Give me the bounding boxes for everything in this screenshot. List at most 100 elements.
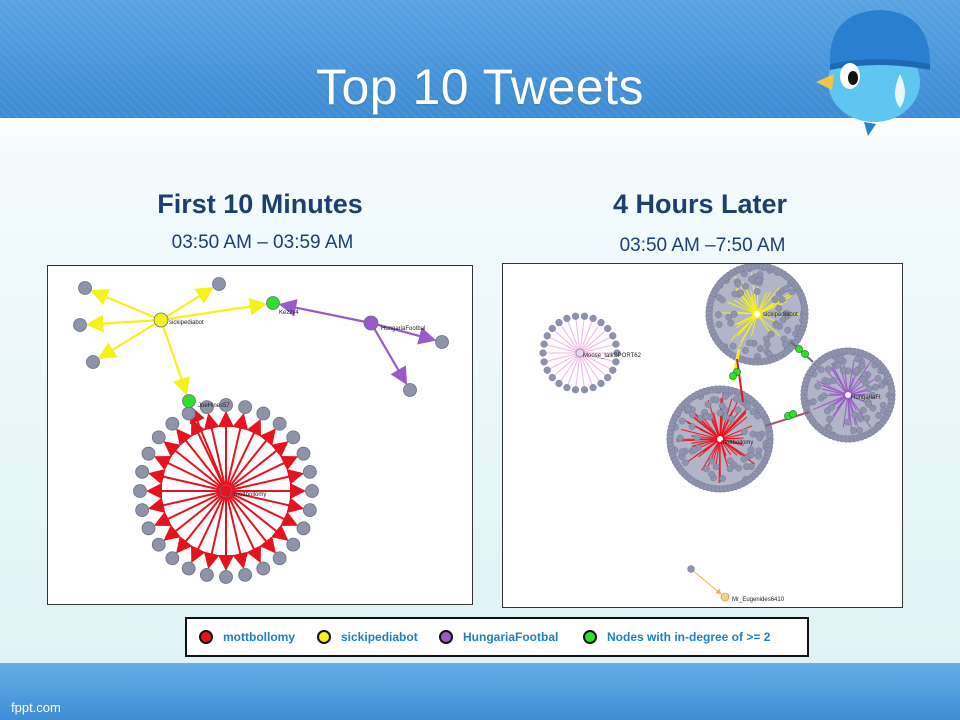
- moose-ring-node: [609, 366, 617, 374]
- graph-node: [286, 430, 301, 445]
- r-mottbollomy-node: [730, 461, 738, 469]
- node-label-r-hungaria: HungariaFt: [851, 395, 881, 401]
- graph-node: [286, 537, 301, 552]
- r-mottbollomy-edge: [691, 410, 721, 440]
- node-label-mr-eugenides: Mr_Eugenides6410: [732, 597, 785, 603]
- r-mottbollomy-ring-node: [766, 431, 774, 439]
- graph-node: [73, 318, 87, 332]
- moose-ring-node: [571, 386, 580, 394]
- r-mottbollomy-node: [749, 408, 757, 416]
- r-mottbollomy-edge: [719, 407, 742, 440]
- r-indegree-node: [795, 345, 803, 353]
- r-sickipediabot-node: [775, 304, 783, 312]
- r-hungaria-node: [858, 362, 866, 370]
- r-sickipediabot-node: [729, 342, 737, 350]
- moose-ring-node: [580, 386, 589, 394]
- moose-edge: [551, 352, 581, 378]
- edge-yellow: [159, 319, 190, 396]
- edge-red: [225, 490, 276, 554]
- graph-node: [302, 464, 317, 479]
- r-hungaria-node: [828, 403, 836, 411]
- r-sickipediabot-hub: [752, 309, 762, 319]
- r-mottbollomy-node: [682, 459, 689, 467]
- left-network-graph: sickipediabot HungariaFootbal JoeHines57…: [47, 265, 473, 605]
- graph-node-hungaria: [363, 315, 379, 331]
- r-sickipediabot-node: [756, 271, 764, 278]
- moose-ring-node: [563, 383, 571, 392]
- moose-ring-node: [540, 358, 548, 366]
- moose-ring-node: [604, 324, 612, 333]
- graph-node: [296, 446, 311, 461]
- r-mottbollomy-node: [691, 446, 699, 454]
- r-hungaria-edge: [816, 380, 849, 396]
- r-hungaria-node: [820, 392, 828, 400]
- moose-ring-node: [612, 358, 620, 366]
- moose-edge: [558, 352, 581, 384]
- r-hungaria-node: [824, 365, 832, 373]
- graph-node: [165, 416, 180, 431]
- moose-edge: [579, 352, 585, 390]
- moose-ring-node: [543, 366, 551, 374]
- moose-ring-node: [613, 349, 621, 357]
- legend-label: Nodes with in-degree of >= 2: [607, 630, 771, 644]
- r-sickipediabot-node: [763, 341, 771, 348]
- legend-label: HungariaFootbal: [463, 630, 559, 644]
- r-hungaria-node: [826, 415, 833, 423]
- r-mottbollomy-node: [740, 455, 748, 463]
- r-mottbollomy-node: [703, 465, 710, 473]
- r-mottbollomy-hub: [715, 434, 725, 444]
- edge-red: [225, 468, 304, 492]
- r-sickipediabot-node: [756, 345, 764, 352]
- right-network-graph: Moose_talkSPORT62 sickipediabot Hungaria…: [502, 263, 903, 608]
- r-mottbollomy-edge: [694, 438, 721, 458]
- graph-node: [256, 561, 271, 576]
- graph-node: [165, 551, 180, 566]
- legend-label: sickipediabot: [341, 630, 418, 644]
- r-hungaria-edge: [831, 367, 849, 396]
- moose-edge: [579, 343, 617, 354]
- r-sickipediabot-edge: [756, 281, 759, 315]
- r-sickipediabot-node: [753, 288, 761, 295]
- moose-edge: [547, 352, 581, 371]
- moose-ring-node: [612, 340, 620, 348]
- r-sickipediabot-node: [730, 310, 738, 318]
- header-band: [0, 0, 960, 118]
- r-sickipediabot-node: [788, 288, 796, 296]
- r-hungaria-node: [825, 378, 833, 386]
- node-label-hungaria: HungariaFootbal: [381, 326, 425, 332]
- edge-red: [225, 490, 304, 514]
- moose-ring-node: [609, 332, 617, 340]
- r-mottbollomy-node: [693, 434, 701, 442]
- graph-node: [272, 416, 287, 431]
- r-hungaria-edge: [842, 394, 849, 428]
- r-mottbollomy-node: [678, 417, 686, 425]
- moose-edge: [566, 352, 581, 388]
- edge-red: [148, 468, 227, 492]
- moose-edge: [579, 322, 602, 354]
- edge-purple: [370, 321, 437, 345]
- graph-node: [687, 565, 695, 573]
- graph-node: [181, 406, 196, 421]
- legend-dot-green: [583, 630, 597, 644]
- r-mottbollomy-node: [708, 470, 715, 478]
- node-label-r-mottbollomy: mottbollomy: [721, 440, 753, 446]
- footer-band: [0, 663, 960, 720]
- edge-red: [225, 441, 289, 492]
- graph-node: [435, 335, 449, 349]
- r-mottbollomy-node: [708, 457, 716, 465]
- moose-ring-node: [548, 373, 556, 382]
- r-hungaria-node: [863, 414, 871, 422]
- moose-edge: [558, 322, 581, 354]
- r-sickipediabot-node: [727, 319, 735, 327]
- r-mottbollomy-edge: [719, 416, 748, 440]
- graph-node: [305, 484, 319, 498]
- graph-node: [256, 406, 271, 421]
- r-sickipediabot-node: [772, 321, 780, 329]
- r-mottbollomy-edge: [719, 425, 753, 440]
- r-mottbollomy-edge: [718, 438, 721, 483]
- r-mottbollomy-node: [726, 457, 734, 465]
- edge-purple: [370, 322, 408, 385]
- edge-red: [191, 490, 227, 564]
- r-sickipediabot-node: [748, 275, 755, 283]
- legend-label: mottbollomy: [223, 630, 295, 644]
